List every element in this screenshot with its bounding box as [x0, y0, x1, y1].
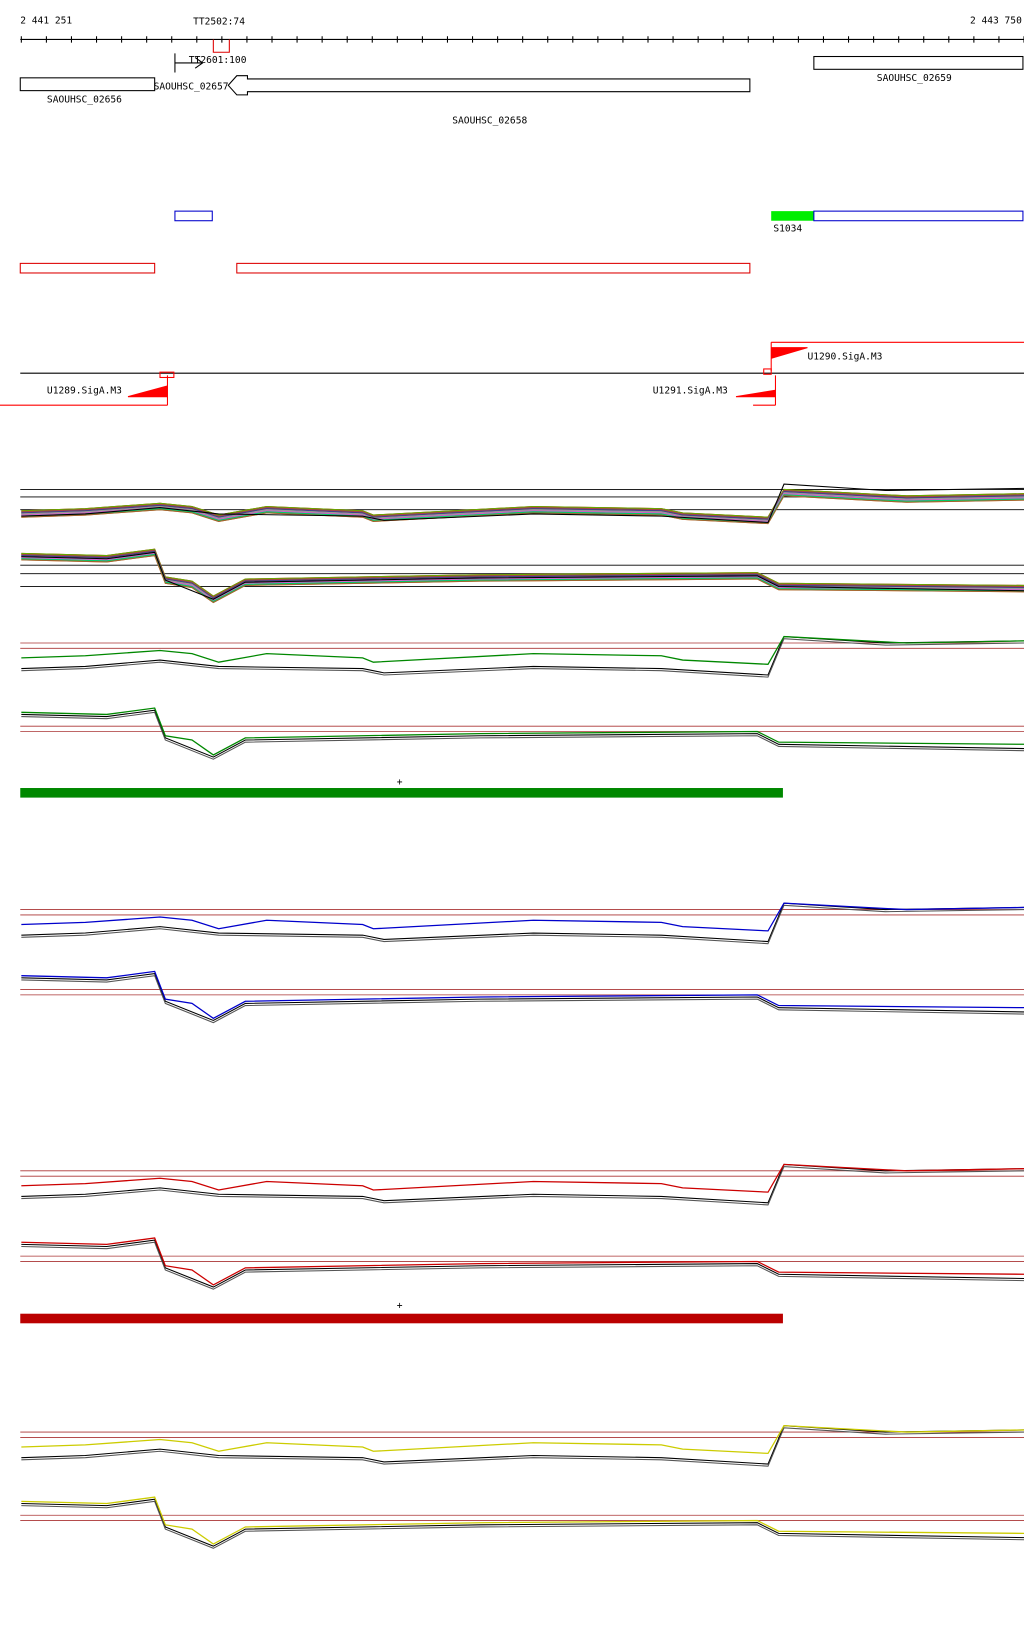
expression-line [21, 970, 1024, 1020]
gene [813, 55, 1024, 70]
promoter-label: U1291.SigA.M3 [653, 385, 728, 396]
strand-mark: + [397, 777, 403, 788]
expression-tracks [20, 483, 1024, 1549]
expression-line [21, 489, 1024, 519]
expression-line [21, 1163, 1024, 1193]
expression-line [21, 1498, 1024, 1547]
promoter-box [159, 371, 175, 379]
gene-label: SAOUHSC_02658 [452, 116, 527, 127]
gene-arrow [227, 75, 751, 96]
terminator-label: TT2601:100 [189, 55, 247, 66]
feature [19, 262, 156, 274]
expression-line [21, 711, 1024, 760]
region-bar [20, 788, 783, 798]
expression-line [21, 709, 1024, 758]
gene-label: SAOUHSC_02657 [154, 82, 229, 93]
ruler-start: 2 441 251 [20, 15, 72, 26]
expression-line [21, 1496, 1024, 1545]
feature [174, 210, 213, 222]
expression-line [21, 550, 1024, 599]
terminator-arrow [174, 53, 204, 73]
promoter-label: U1290.SigA.M3 [807, 351, 882, 362]
region-bar [20, 1313, 783, 1324]
expression-line [21, 635, 1024, 665]
feature [813, 210, 1024, 222]
expression-line [21, 554, 1024, 604]
expression-line [21, 553, 1024, 603]
expression-line [21, 548, 1024, 597]
terminator [212, 39, 230, 53]
feature [771, 211, 814, 221]
expression-line [21, 549, 1024, 598]
gene [19, 77, 156, 92]
expression-line [21, 1500, 1024, 1549]
expression-line [21, 492, 1024, 521]
expression-line [21, 972, 1024, 1022]
expression-line [21, 1237, 1024, 1286]
promoter-box [763, 368, 772, 375]
terminator-label: TT2502:74 [193, 17, 245, 28]
ruler-end: 2 443 750 [970, 15, 1022, 26]
expression-line [21, 483, 1024, 524]
expression-line [21, 1427, 1024, 1467]
promoter-label: U1289.SigA.M3 [47, 385, 122, 396]
expression-line [21, 902, 1024, 932]
expression-line [21, 1425, 1024, 1455]
expression-line [21, 494, 1024, 524]
expression-line [21, 707, 1024, 756]
expression-line [21, 488, 1024, 518]
expression-line [21, 491, 1024, 520]
expression-line [21, 975, 1024, 1024]
promoter-glyphs [0, 341, 1024, 406]
gene-label: SAOUHSC_02659 [877, 73, 952, 84]
expression-line [21, 551, 1024, 600]
expression-line [21, 1165, 1024, 1206]
feature [236, 262, 751, 274]
ruler-ticks [20, 36, 1024, 43]
expression-line [21, 1241, 1024, 1290]
expression-line [21, 904, 1024, 945]
expression-line [21, 552, 1024, 601]
expression-line [21, 1239, 1024, 1288]
gene-label: SAOUHSC_02656 [47, 94, 122, 105]
expression-line [21, 638, 1024, 678]
feature-label: S1034 [773, 223, 802, 234]
strand-mark: + [397, 1300, 403, 1311]
